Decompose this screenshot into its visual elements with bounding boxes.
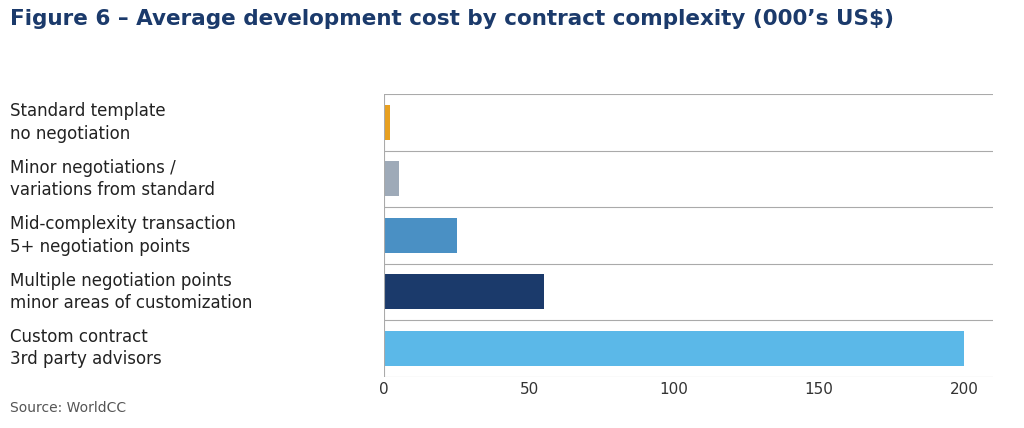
Bar: [384, 105, 390, 140]
Text: Mid-complexity transaction
5+ negotiation points: Mid-complexity transaction 5+ negotiatio…: [10, 215, 237, 256]
Text: Figure 6 – Average development cost by contract complexity (000’s US$): Figure 6 – Average development cost by c…: [10, 9, 894, 29]
Text: Multiple negotiation points
minor areas of customization: Multiple negotiation points minor areas …: [10, 272, 253, 312]
Text: Source: WorldCC: Source: WorldCC: [10, 401, 126, 415]
Bar: [384, 331, 965, 366]
Text: Custom contract
3rd party advisors: Custom contract 3rd party advisors: [10, 328, 162, 369]
Text: Standard template
no negotiation: Standard template no negotiation: [10, 102, 166, 143]
Bar: [384, 274, 544, 309]
Bar: [384, 218, 457, 253]
Bar: [384, 161, 398, 196]
Text: Minor negotiations /
variations from standard: Minor negotiations / variations from sta…: [10, 159, 215, 199]
